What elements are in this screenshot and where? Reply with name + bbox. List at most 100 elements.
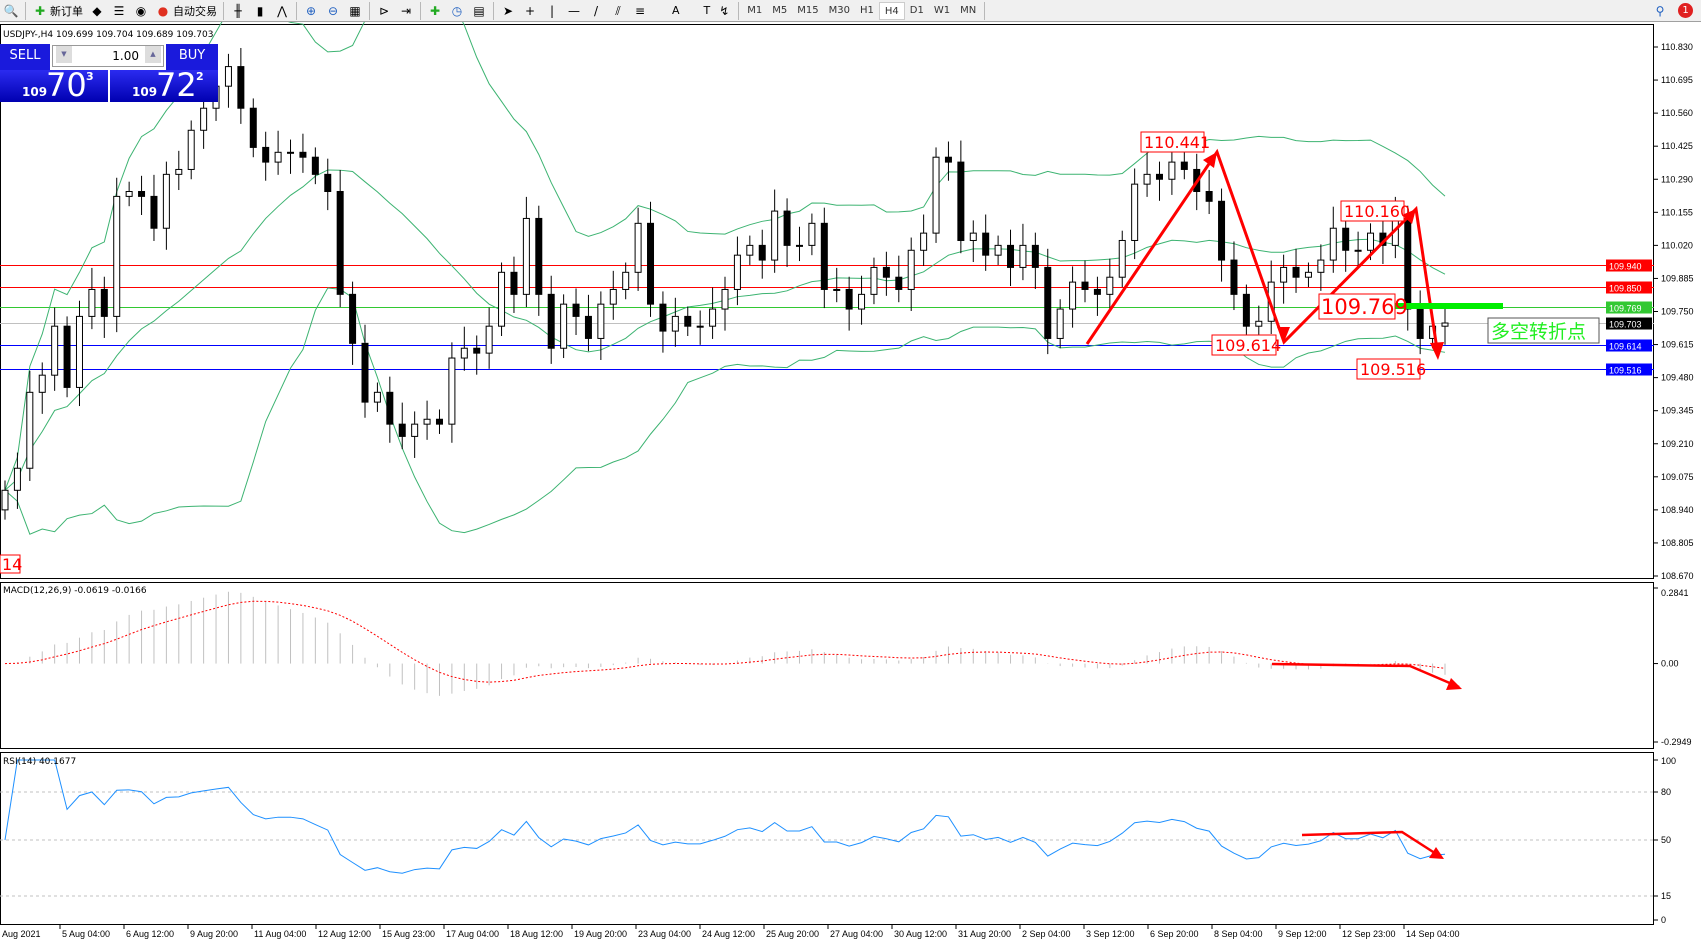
timeframe-W1[interactable]: W1: [933, 4, 951, 16]
bear-candle-body: [1180, 161, 1188, 170]
toolbar-button-zoom-in[interactable]: ⊕: [300, 1, 322, 21]
sell-price[interactable]: 109 70 3: [0, 66, 108, 104]
candle: [733, 236, 741, 306]
toolbar-button-fibonacci[interactable]: ≡: [629, 1, 651, 21]
arrowheads: [1203, 152, 1462, 859]
bull-candle-body: [485, 325, 493, 354]
toolbar-button-text-label[interactable]: T: [683, 1, 714, 21]
level-price-tag: [1606, 339, 1652, 352]
candle: [311, 147, 319, 185]
bear-candle-body: [882, 266, 890, 278]
toolbar-button-bar-chart[interactable]: ╫: [227, 1, 249, 21]
candle: [138, 175, 146, 216]
toolbar-button-templates[interactable]: ▤: [468, 1, 490, 21]
bull-candle-body: [162, 173, 170, 229]
timeframe-M5[interactable]: M5: [772, 4, 788, 16]
lot-size-input[interactable]: 1.00: [52, 45, 164, 67]
toolbar-button-line-chart[interactable]: ⋀: [271, 1, 293, 21]
toolbar-button-trendline[interactable]: /: [585, 1, 607, 21]
buy-price-sup: 2: [196, 70, 204, 83]
toolbar-button-candlestick[interactable]: ▮: [249, 1, 271, 21]
toolbar-button-metaeditor[interactable]: ◆: [86, 1, 108, 21]
toolbar-button-vertical-line[interactable]: |: [541, 1, 563, 21]
timeframe-D1[interactable]: D1: [909, 4, 924, 16]
timeframe-MN[interactable]: MN: [960, 4, 977, 16]
bull-candle-body: [1143, 173, 1151, 185]
candle: [398, 402, 406, 450]
bollinger-lower-band: [4, 287, 1446, 535]
candle: [175, 150, 183, 191]
sell-button[interactable]: SELL: [0, 44, 50, 70]
macd-label: MACD(12,26,9) -0.0619 -0.0166: [3, 586, 147, 596]
candle: [498, 262, 506, 336]
bear-candle-body: [336, 190, 344, 295]
toolbar-button-arrows[interactable]: ↯: [713, 1, 735, 21]
toolbar-button-tile-windows[interactable]: ▦: [344, 1, 366, 21]
annotation-pivot: 109.769: [1321, 295, 1408, 319]
timeframe-M30[interactable]: M30: [828, 4, 850, 16]
toolbar-button-crosshair[interactable]: +: [519, 1, 541, 21]
bear-candle-body: [138, 190, 146, 197]
bull-candle-body: [38, 374, 46, 393]
timeframe-M15[interactable]: M15: [797, 4, 819, 16]
candle: [1230, 241, 1238, 311]
toolbar-button-auto-trading[interactable]: ● 自动交易: [152, 1, 220, 21]
toolbar-button-equidistant-channel[interactable]: ⫽: [607, 1, 629, 21]
timeframe-M1[interactable]: M1: [747, 4, 763, 16]
toolbar-button-signal[interactable]: ◉: [130, 1, 152, 21]
toolbar-button-autoscroll[interactable]: ⇥: [395, 1, 417, 21]
toolbar-button-chart-shift[interactable]: ⊳: [373, 1, 395, 21]
annotation-peak2: 110.160: [1344, 202, 1410, 221]
search-icon[interactable]: ⚲: [1655, 3, 1665, 18]
horizontal-line-icon: —: [568, 3, 580, 18]
indicators-icon: ✚: [429, 3, 441, 18]
toolbar-separator: [296, 1, 297, 20]
cursor-icon: ➤: [502, 3, 514, 18]
timeframe-H1[interactable]: H1: [859, 4, 874, 16]
toolbar-separator: [738, 1, 740, 20]
toolbar-button-navigator[interactable]: ☰: [108, 1, 130, 21]
bull-candle-body: [287, 151, 295, 154]
candle: [361, 324, 369, 418]
candle: [932, 147, 940, 243]
toolbar-button-periods[interactable]: ◷: [446, 1, 468, 21]
time-axis-label: 15 Aug 23:00: [382, 929, 435, 939]
bear-candle-body: [1218, 200, 1226, 261]
toolbar-separator: [984, 1, 986, 20]
toolbar-button-text[interactable]: A: [651, 1, 683, 21]
time-axis-label: 9 Aug 20:00: [190, 929, 238, 939]
toolbar-button-search[interactable]: 🔍: [0, 1, 22, 21]
candle: [858, 275, 866, 325]
rsi-axis-label: 0: [1661, 915, 1666, 925]
bull-candle-body: [709, 308, 717, 327]
candle: [944, 141, 952, 181]
notification-badge[interactable]: 1: [1678, 3, 1693, 18]
bull-candle-body: [1329, 227, 1337, 261]
bear-candle-body: [1155, 173, 1163, 180]
bull-candle-body: [274, 151, 282, 163]
candle: [1143, 152, 1151, 197]
lot-decrease-icon[interactable]: ▼: [56, 46, 72, 63]
time-axis-label: 18 Aug 12:00: [510, 929, 563, 939]
bull-candle-body: [522, 217, 530, 295]
toolbar-button-label: T: [703, 4, 711, 17]
time-axis-label: 6 Aug 12:00: [126, 929, 174, 939]
bull-candle-body: [858, 293, 866, 310]
lot-increase-icon[interactable]: ▲: [145, 46, 161, 63]
candle: [38, 362, 46, 414]
bear-candle-body: [361, 342, 369, 403]
timeframe-H4[interactable]: H4: [878, 1, 905, 20]
toolbar-button-new-order[interactable]: ✚ 新订单: [29, 1, 86, 21]
toolbar-button-zoom-out[interactable]: ⊖: [322, 1, 344, 21]
buy-price-main: 72: [156, 66, 197, 104]
toolbar-button-indicators[interactable]: ✚: [424, 1, 446, 21]
candle: [373, 382, 381, 412]
bear-candle-body: [957, 161, 965, 241]
buy-button[interactable]: BUY: [166, 44, 218, 70]
buy-price[interactable]: 109 72 2: [110, 66, 218, 104]
macd-arrow-line: [1271, 662, 1460, 689]
bear-candle-body: [311, 156, 319, 175]
toolbar-button-cursor[interactable]: ➤: [497, 1, 519, 21]
toolbar-button-horizontal-line[interactable]: —: [563, 1, 585, 21]
